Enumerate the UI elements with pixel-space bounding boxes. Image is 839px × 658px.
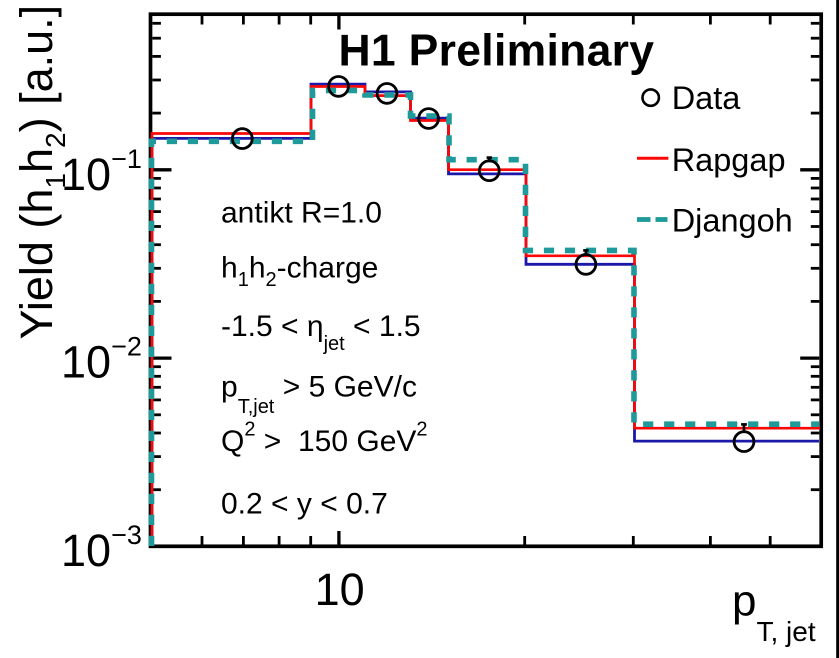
svg-text:Data: Data [672, 80, 742, 116]
svg-text:h1h2-charge: h1h2-charge [221, 252, 378, 291]
svg-text:Rapgap: Rapgap [672, 142, 786, 178]
svg-text:10−3: 10−3 [61, 520, 142, 576]
svg-text:Djangoh: Djangoh [672, 203, 793, 239]
svg-text:Q2 > 150 GeV2: Q2 > 150 GeV2 [221, 419, 428, 458]
svg-text:antikt R=1.0: antikt R=1.0 [221, 196, 382, 229]
svg-text:0.2 < y < 0.7: 0.2 < y < 0.7 [221, 488, 388, 521]
svg-text:H1 Preliminary: H1 Preliminary [339, 26, 655, 75]
svg-text:10: 10 [315, 564, 365, 615]
svg-text:10−2: 10−2 [61, 332, 142, 388]
svg-text:Yield (h1h2) [a.u.]: Yield (h1h2) [a.u.] [11, 5, 71, 340]
